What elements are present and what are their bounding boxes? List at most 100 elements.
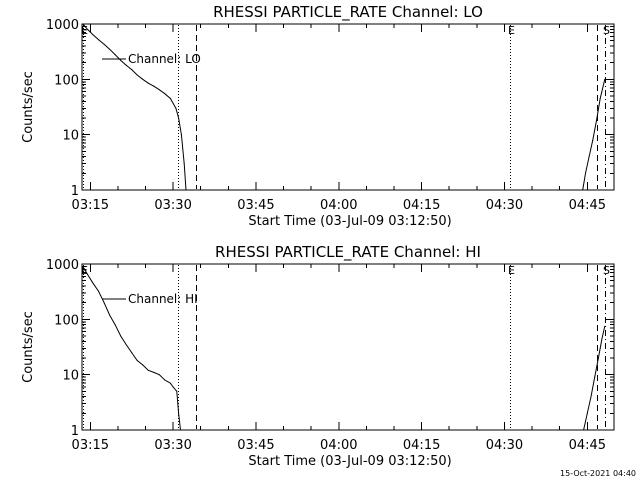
legend-label: Channel: LO xyxy=(128,52,201,66)
x-axis-label: Start Time (03-Jul-09 03:12:50) xyxy=(248,454,451,469)
data-point xyxy=(142,78,144,80)
data-point xyxy=(594,376,596,378)
chart-title: RHESSI PARTICLE_RATE Channel: LO xyxy=(213,3,483,22)
event-marker-label: E xyxy=(81,264,88,277)
data-point xyxy=(588,156,590,158)
data-point xyxy=(169,98,171,99)
data-point xyxy=(87,273,88,275)
x-tick-label: 03:45 xyxy=(237,198,274,213)
event-marker-label: E xyxy=(508,24,515,37)
data-point xyxy=(597,357,599,359)
data-point xyxy=(158,89,160,91)
x-tick-label: 04:45 xyxy=(569,198,606,213)
y-tick-label: 1000 xyxy=(46,258,79,273)
event-marker-label: E xyxy=(508,264,515,277)
x-tick-label: 04:15 xyxy=(403,198,440,213)
data-point xyxy=(604,325,606,327)
x-tick-label: 04:15 xyxy=(403,438,440,453)
data-point xyxy=(172,386,174,388)
data-point xyxy=(153,85,155,87)
data-point xyxy=(601,338,603,339)
data-point xyxy=(158,374,160,376)
y-axis-label: Counts/sec xyxy=(21,71,36,143)
data-point xyxy=(114,54,116,56)
x-tick-label: 04:45 xyxy=(569,438,606,453)
data-point xyxy=(92,282,94,284)
data-point xyxy=(596,120,597,121)
data-point xyxy=(147,82,149,84)
event-marker-label: S xyxy=(603,264,610,277)
data-point xyxy=(183,163,185,165)
data-point xyxy=(125,64,127,66)
data-point xyxy=(180,134,182,136)
data-point xyxy=(103,43,105,45)
data-point xyxy=(164,93,166,95)
x-tick-label: 03:30 xyxy=(154,438,191,453)
y-tick-label: 10 xyxy=(62,129,79,144)
data-point xyxy=(583,429,585,431)
data-point xyxy=(185,189,187,191)
data-point xyxy=(164,379,166,381)
y-tick-label: 10 xyxy=(62,369,79,384)
data-point xyxy=(153,371,155,373)
y-tick-label: 100 xyxy=(54,313,79,328)
legend-label: Channel: HI xyxy=(128,292,198,306)
data-point xyxy=(125,344,127,346)
y-tick-label: 1 xyxy=(71,184,79,199)
data-point xyxy=(604,78,606,80)
data-point xyxy=(98,39,100,41)
data-point xyxy=(103,302,105,304)
data-point xyxy=(120,335,122,337)
data-point xyxy=(178,412,180,414)
x-tick-label: 04:30 xyxy=(486,438,523,453)
data-point xyxy=(176,390,178,392)
data-point xyxy=(131,352,133,354)
data-point xyxy=(136,360,138,361)
y-tick-label: 1000 xyxy=(46,18,79,33)
rate-curve-1 xyxy=(82,23,187,191)
chart-panel-2: RHESSI PARTICLE_RATE Channel: HI 1 10 100 10… xyxy=(21,243,615,469)
chart-title: RHESSI PARTICLE_RATE Channel: HI xyxy=(215,243,481,262)
data-point xyxy=(180,429,181,431)
data-point xyxy=(98,290,100,292)
data-point xyxy=(142,364,144,366)
data-point xyxy=(592,139,594,141)
x-tick-label: 04:00 xyxy=(320,438,357,453)
x-tick-label: 04:30 xyxy=(486,198,523,213)
data-point xyxy=(82,23,84,25)
event-marker-label: S xyxy=(603,24,610,37)
data-point xyxy=(136,74,138,76)
footer-timestamp: 15-Oct-2021 04:40 xyxy=(560,469,636,478)
data-point xyxy=(87,28,88,30)
x-tick-label: 03:30 xyxy=(154,198,191,213)
x-axis-label: Start Time (03-Jul-09 03:12:50) xyxy=(248,214,451,229)
data-point xyxy=(585,172,586,174)
plot-frame xyxy=(81,263,615,431)
data-point xyxy=(92,34,94,36)
data-point xyxy=(131,69,133,71)
data-point xyxy=(147,369,149,371)
data-point xyxy=(178,117,180,119)
x-tick-label: 04:00 xyxy=(320,198,357,213)
y-tick-label: 1 xyxy=(71,424,79,439)
data-point xyxy=(599,98,601,99)
rate-curve-2 xyxy=(583,326,606,431)
x-tick-label: 03:45 xyxy=(237,438,274,453)
x-tick-label: 03:15 xyxy=(72,198,109,213)
data-point xyxy=(590,396,592,398)
data-point xyxy=(114,324,116,326)
data-point xyxy=(586,412,588,414)
plot-frame xyxy=(81,23,615,191)
y-axis-label: Counts/sec xyxy=(21,311,36,383)
data-point xyxy=(582,189,584,191)
x-tick-label: 03:15 xyxy=(72,438,109,453)
rate-curve-2 xyxy=(582,79,606,191)
data-point xyxy=(109,314,111,316)
data-point xyxy=(175,107,177,109)
event-marker-label: E xyxy=(81,24,88,37)
y-tick-label: 100 xyxy=(54,73,79,88)
data-point xyxy=(109,48,111,50)
data-point xyxy=(169,382,171,384)
chart-panel-1: RHESSI PARTICLE_RATE Channel: LO 1 10 100 10… xyxy=(21,3,615,229)
